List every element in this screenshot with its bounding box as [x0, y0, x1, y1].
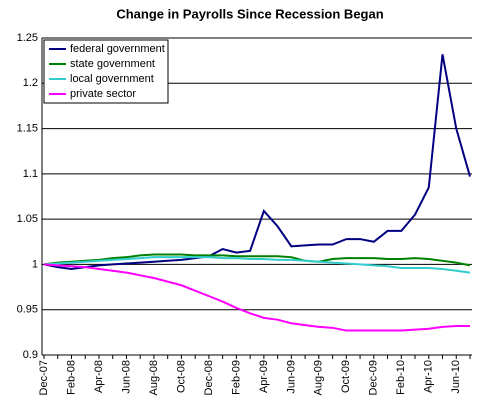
legend-label: local government	[70, 73, 154, 85]
x-tick-label: Dec-09	[368, 360, 380, 395]
legend: federal government state government local …	[43, 39, 169, 104]
y-tick-label: 1	[32, 258, 38, 270]
x-tick-label: Oct-08	[175, 360, 187, 393]
x-tick-label: Aug-09	[313, 360, 325, 395]
x-tick-label: Jun-08	[120, 360, 132, 394]
y-tick-label: 1.05	[17, 213, 38, 225]
y-tick-label: 0.95	[17, 304, 38, 316]
y-tick-label: 1.2	[23, 77, 38, 89]
x-tick-label: Dec-07	[38, 360, 50, 395]
legend-label: state government	[70, 58, 155, 70]
y-tick-label: 1.25	[17, 32, 38, 44]
x-tick-label: Apr-10	[423, 360, 435, 393]
x-tick-label: Feb-09	[230, 360, 242, 395]
x-tick-label: Apr-09	[258, 360, 270, 393]
series-line	[43, 54, 471, 270]
x-tick-label: Aug-08	[148, 360, 160, 395]
x-tick-label: Feb-10	[395, 360, 407, 395]
x-tick-label: Apr-08	[93, 360, 105, 393]
series-line	[43, 263, 470, 332]
series-line	[43, 253, 471, 267]
x-tick-label: Feb-08	[65, 360, 77, 395]
y-tick-label: 1.1	[23, 168, 38, 180]
legend-label: federal government	[70, 43, 165, 55]
legend-box	[43, 39, 169, 104]
x-tick-label: Dec-08	[203, 360, 215, 395]
y-tick-label: 1.15	[17, 122, 38, 134]
legend-label: private sector	[70, 88, 136, 100]
x-tick-label: Oct-09	[340, 360, 352, 393]
chart-title: Change in Payrolls Since Recession Began	[116, 6, 383, 21]
x-tick-label: Jun-09	[285, 360, 297, 394]
x-tick-label: Jun-10	[450, 360, 462, 394]
series-line	[43, 256, 471, 274]
y-tick-label: 0.9	[23, 349, 38, 361]
